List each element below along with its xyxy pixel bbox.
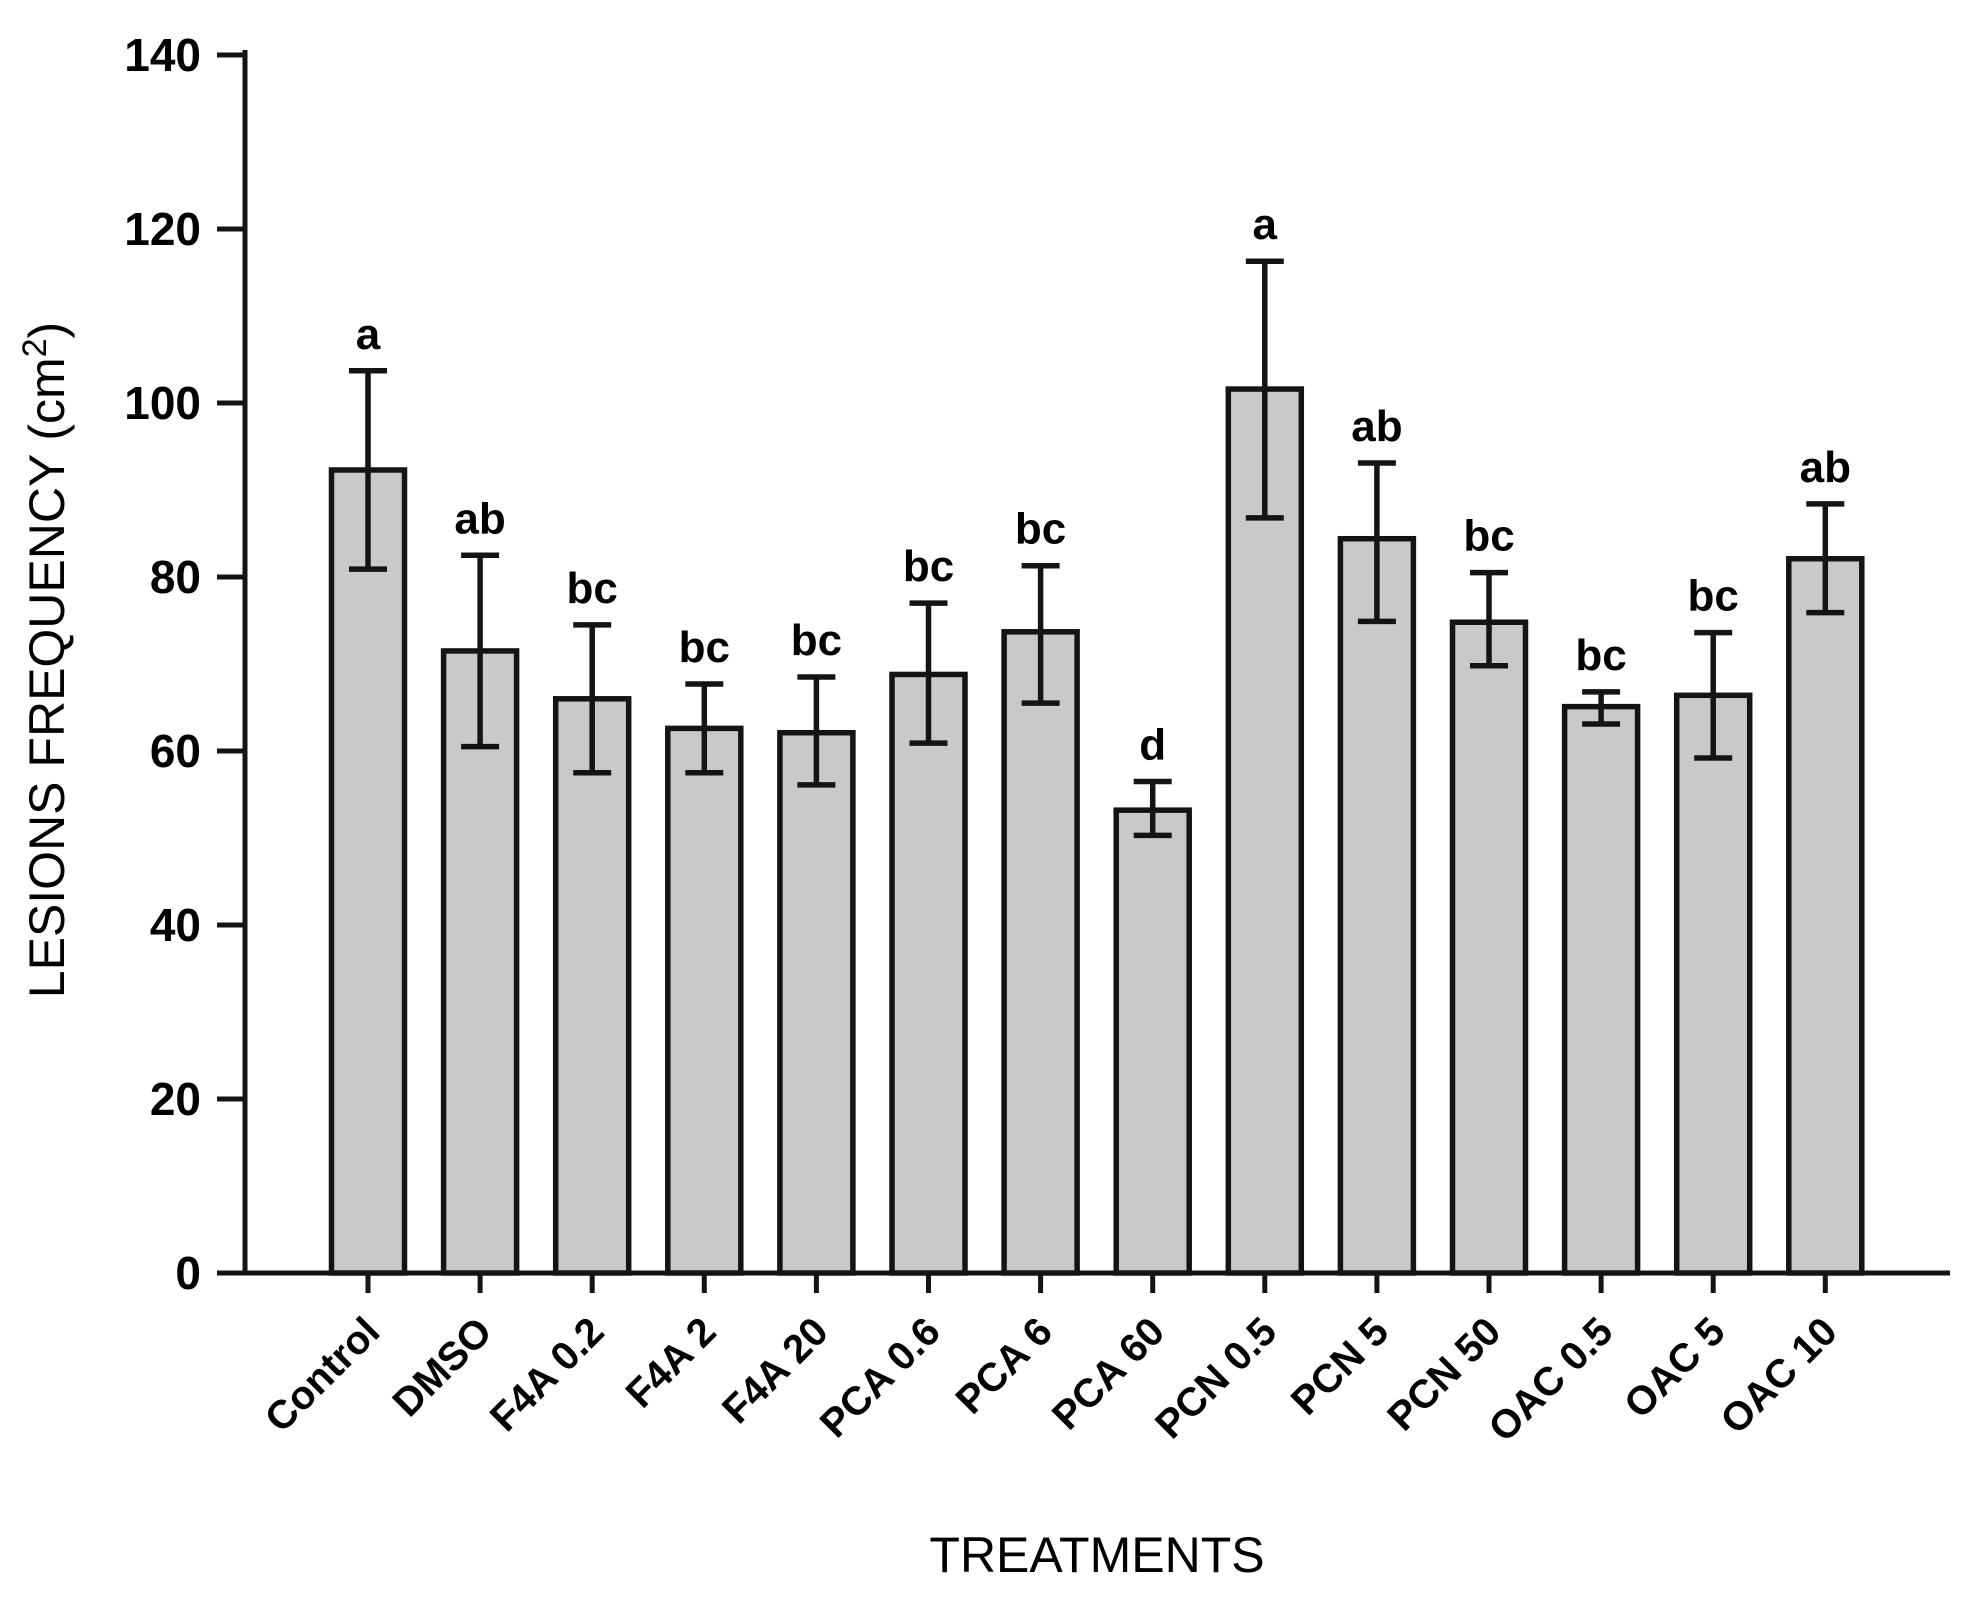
sig-letter: bc	[903, 542, 954, 591]
bar	[1225, 386, 1305, 1276]
y-axis-title-main: LESIONS FREQUENCY (cm	[19, 357, 75, 998]
bar	[552, 696, 632, 1276]
bar	[1561, 703, 1641, 1276]
x-category-label: OAC 10	[1712, 1309, 1845, 1442]
bar	[440, 648, 520, 1276]
x-category-label: Control	[257, 1309, 389, 1441]
sig-letter: bc	[1015, 505, 1066, 554]
bar	[328, 467, 408, 1276]
bar	[1786, 555, 1865, 1276]
bar	[889, 671, 968, 1276]
y-tick-label: 100	[124, 377, 201, 429]
y-axis-title-superscript: 2	[16, 338, 54, 357]
x-category-label: PCA 6	[948, 1309, 1061, 1422]
sig-letter: a	[1253, 200, 1278, 249]
sig-letter: bc	[791, 616, 842, 665]
sig-letter: bc	[1463, 512, 1514, 561]
bar	[777, 729, 856, 1276]
y-tick-label: 40	[150, 899, 201, 951]
y-axis-title-close: )	[19, 322, 75, 339]
x-category-label: OAC 0.5	[1480, 1309, 1621, 1450]
sig-letter: bc	[679, 623, 730, 672]
error-bars-group	[349, 258, 1845, 839]
sig-letter: bc	[567, 564, 618, 613]
y-axis-title: LESIONS FREQUENCY (cm2)	[16, 322, 75, 998]
x-category-label: F4A 0.2	[482, 1309, 613, 1440]
sig-letters-group: a ab bc bc bc bc bc d a ab bc bc bc ab	[356, 200, 1851, 769]
sig-letter: d	[1139, 720, 1166, 769]
y-tick-label: 120	[124, 203, 201, 255]
y-tick-label: 0	[175, 1247, 201, 1299]
bar	[665, 725, 744, 1276]
sig-letter: ab	[454, 494, 505, 543]
sig-letter: ab	[1800, 443, 1851, 492]
bar	[1001, 629, 1080, 1276]
bar	[1449, 619, 1529, 1276]
x-category-label: PCA 0.6	[812, 1309, 949, 1446]
bar	[1673, 692, 1753, 1276]
y-tick-label: 140	[124, 29, 201, 81]
y-tick-label: 80	[150, 551, 201, 603]
x-axis-title: TREATMENTS	[929, 1527, 1264, 1583]
sig-letter: bc	[1688, 572, 1739, 621]
y-tick-label: 60	[150, 725, 201, 777]
bar	[1113, 807, 1192, 1276]
y-tick-label: 20	[150, 1073, 201, 1125]
bars-group	[328, 386, 1865, 1276]
x-category-label: F4A 2	[618, 1309, 725, 1416]
bar	[1337, 535, 1417, 1276]
x-category-label: PCN 0.5	[1147, 1309, 1285, 1447]
sig-letter: ab	[1351, 402, 1402, 451]
sig-letter: a	[356, 310, 381, 359]
sig-letter: bc	[1575, 631, 1626, 680]
